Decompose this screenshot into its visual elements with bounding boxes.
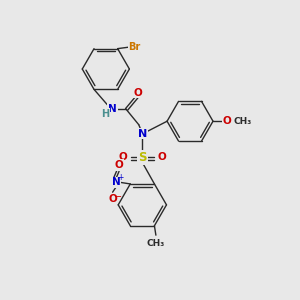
Text: +: + <box>118 173 124 182</box>
Text: N: N <box>138 129 147 139</box>
Text: N: N <box>108 103 117 114</box>
Text: O: O <box>158 152 166 162</box>
Text: O: O <box>108 194 117 204</box>
Text: CH₃: CH₃ <box>234 117 252 126</box>
Text: H: H <box>101 109 109 118</box>
Text: N: N <box>112 178 121 188</box>
Text: −: − <box>113 192 122 202</box>
Text: S: S <box>138 151 147 164</box>
Text: O: O <box>115 160 124 170</box>
Text: O: O <box>118 152 127 162</box>
Text: CH₃: CH₃ <box>147 239 165 248</box>
Text: O: O <box>223 116 232 126</box>
Text: Br: Br <box>129 42 141 52</box>
Text: O: O <box>133 88 142 98</box>
